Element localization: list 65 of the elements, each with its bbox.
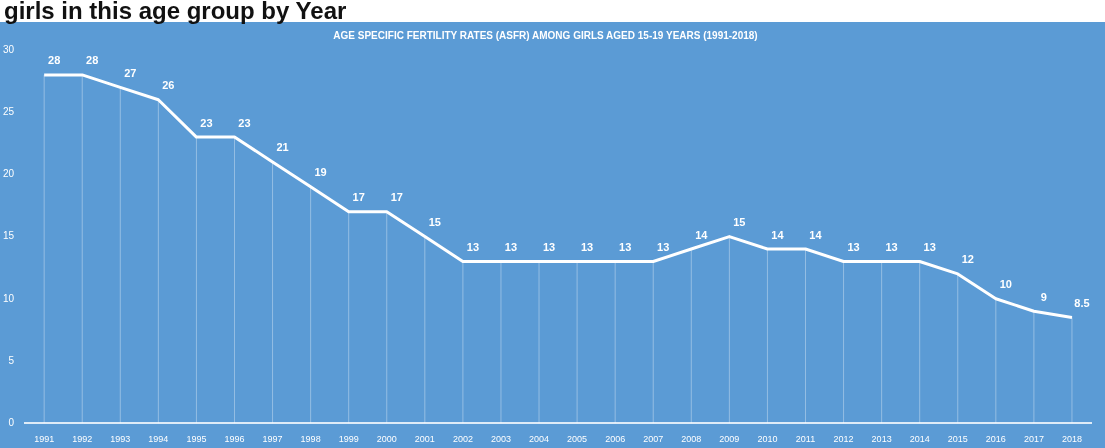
data-label: 27 <box>124 66 137 79</box>
data-label: 15 <box>428 216 441 229</box>
data-label: 17 <box>352 191 365 204</box>
x-tick-label: 2012 <box>833 434 854 445</box>
x-tick-label: 1991 <box>34 434 55 445</box>
x-tick-label: 2017 <box>1023 434 1044 445</box>
x-tick-label: 2003 <box>490 434 511 445</box>
data-label: 13 <box>847 241 860 254</box>
data-label: 19 <box>314 166 327 179</box>
x-tick-label: 1998 <box>300 434 321 445</box>
x-tick-label: 1997 <box>262 434 283 445</box>
chart-title: AGE SPECIFIC FERTILITY RATES (ASFR) AMONG GIRLS AGED 15-19 YEARS (1991-2018) <box>333 29 758 41</box>
data-label: 14 <box>695 228 709 241</box>
data-label: 17 <box>390 191 403 204</box>
x-tick-label: 2009 <box>719 434 740 445</box>
x-tick-label: 2000 <box>376 434 397 445</box>
x-tick-label: 2013 <box>871 434 892 445</box>
data-label: 13 <box>504 241 518 254</box>
text: girls in this age group by Year <box>3 0 348 24</box>
data-label: 9 <box>1040 290 1047 303</box>
data-label: 15 <box>733 216 746 229</box>
data-label: 13 <box>619 241 632 254</box>
x-tick-label: 2002 <box>452 434 473 445</box>
x-tick-label: 2008 <box>681 434 702 445</box>
data-label: 10 <box>999 278 1012 291</box>
data-label: 23 <box>238 116 251 129</box>
data-label: 14 <box>809 228 823 241</box>
x-tick-label: 1999 <box>338 434 359 445</box>
y-tick-label: 30 <box>3 43 15 55</box>
y-tick-label: 15 <box>3 230 15 242</box>
y-tick-label: 10 <box>3 292 15 304</box>
x-tick-label: 2005 <box>567 434 588 445</box>
x-tick-label: 2010 <box>757 434 778 445</box>
data-label: 8.5 <box>1074 296 1090 309</box>
data-label: 28 <box>48 54 61 67</box>
data-label: 21 <box>276 141 289 154</box>
x-tick-label: 2001 <box>414 434 435 445</box>
x-tick-label: 2006 <box>605 434 626 445</box>
x-tick-label: 1995 <box>186 434 207 445</box>
x-tick-label: 2007 <box>643 434 664 445</box>
data-label: 13 <box>657 241 670 254</box>
data-label: 13 <box>885 241 898 254</box>
x-tick-label: 2014 <box>909 434 930 445</box>
y-tick-label: 25 <box>3 105 15 117</box>
data-label: 13 <box>542 241 556 254</box>
x-tick-label: 2016 <box>985 434 1006 445</box>
data-label: 14 <box>771 228 785 241</box>
x-tick-label: 1992 <box>72 434 93 445</box>
data-label: 13 <box>923 241 936 254</box>
y-tick-label: 20 <box>3 168 15 180</box>
y-tick-label: 5 <box>8 354 15 366</box>
x-tick-label: 2011 <box>795 434 816 445</box>
x-tick-label: 1993 <box>110 434 131 445</box>
x-tick-label: 1994 <box>148 434 169 445</box>
x-tick-label: 2004 <box>529 434 550 445</box>
x-tick-label: 1996 <box>224 434 245 445</box>
data-label: 13 <box>466 241 480 254</box>
data-label: 26 <box>162 79 175 92</box>
data-label: 23 <box>200 116 213 129</box>
x-tick-label: 2015 <box>947 434 968 445</box>
data-label: 12 <box>961 253 974 266</box>
y-tick-label: 0 <box>8 416 15 428</box>
data-label: 13 <box>580 241 594 254</box>
data-label: 28 <box>86 54 99 67</box>
x-tick-label: 2018 <box>1061 434 1082 445</box>
